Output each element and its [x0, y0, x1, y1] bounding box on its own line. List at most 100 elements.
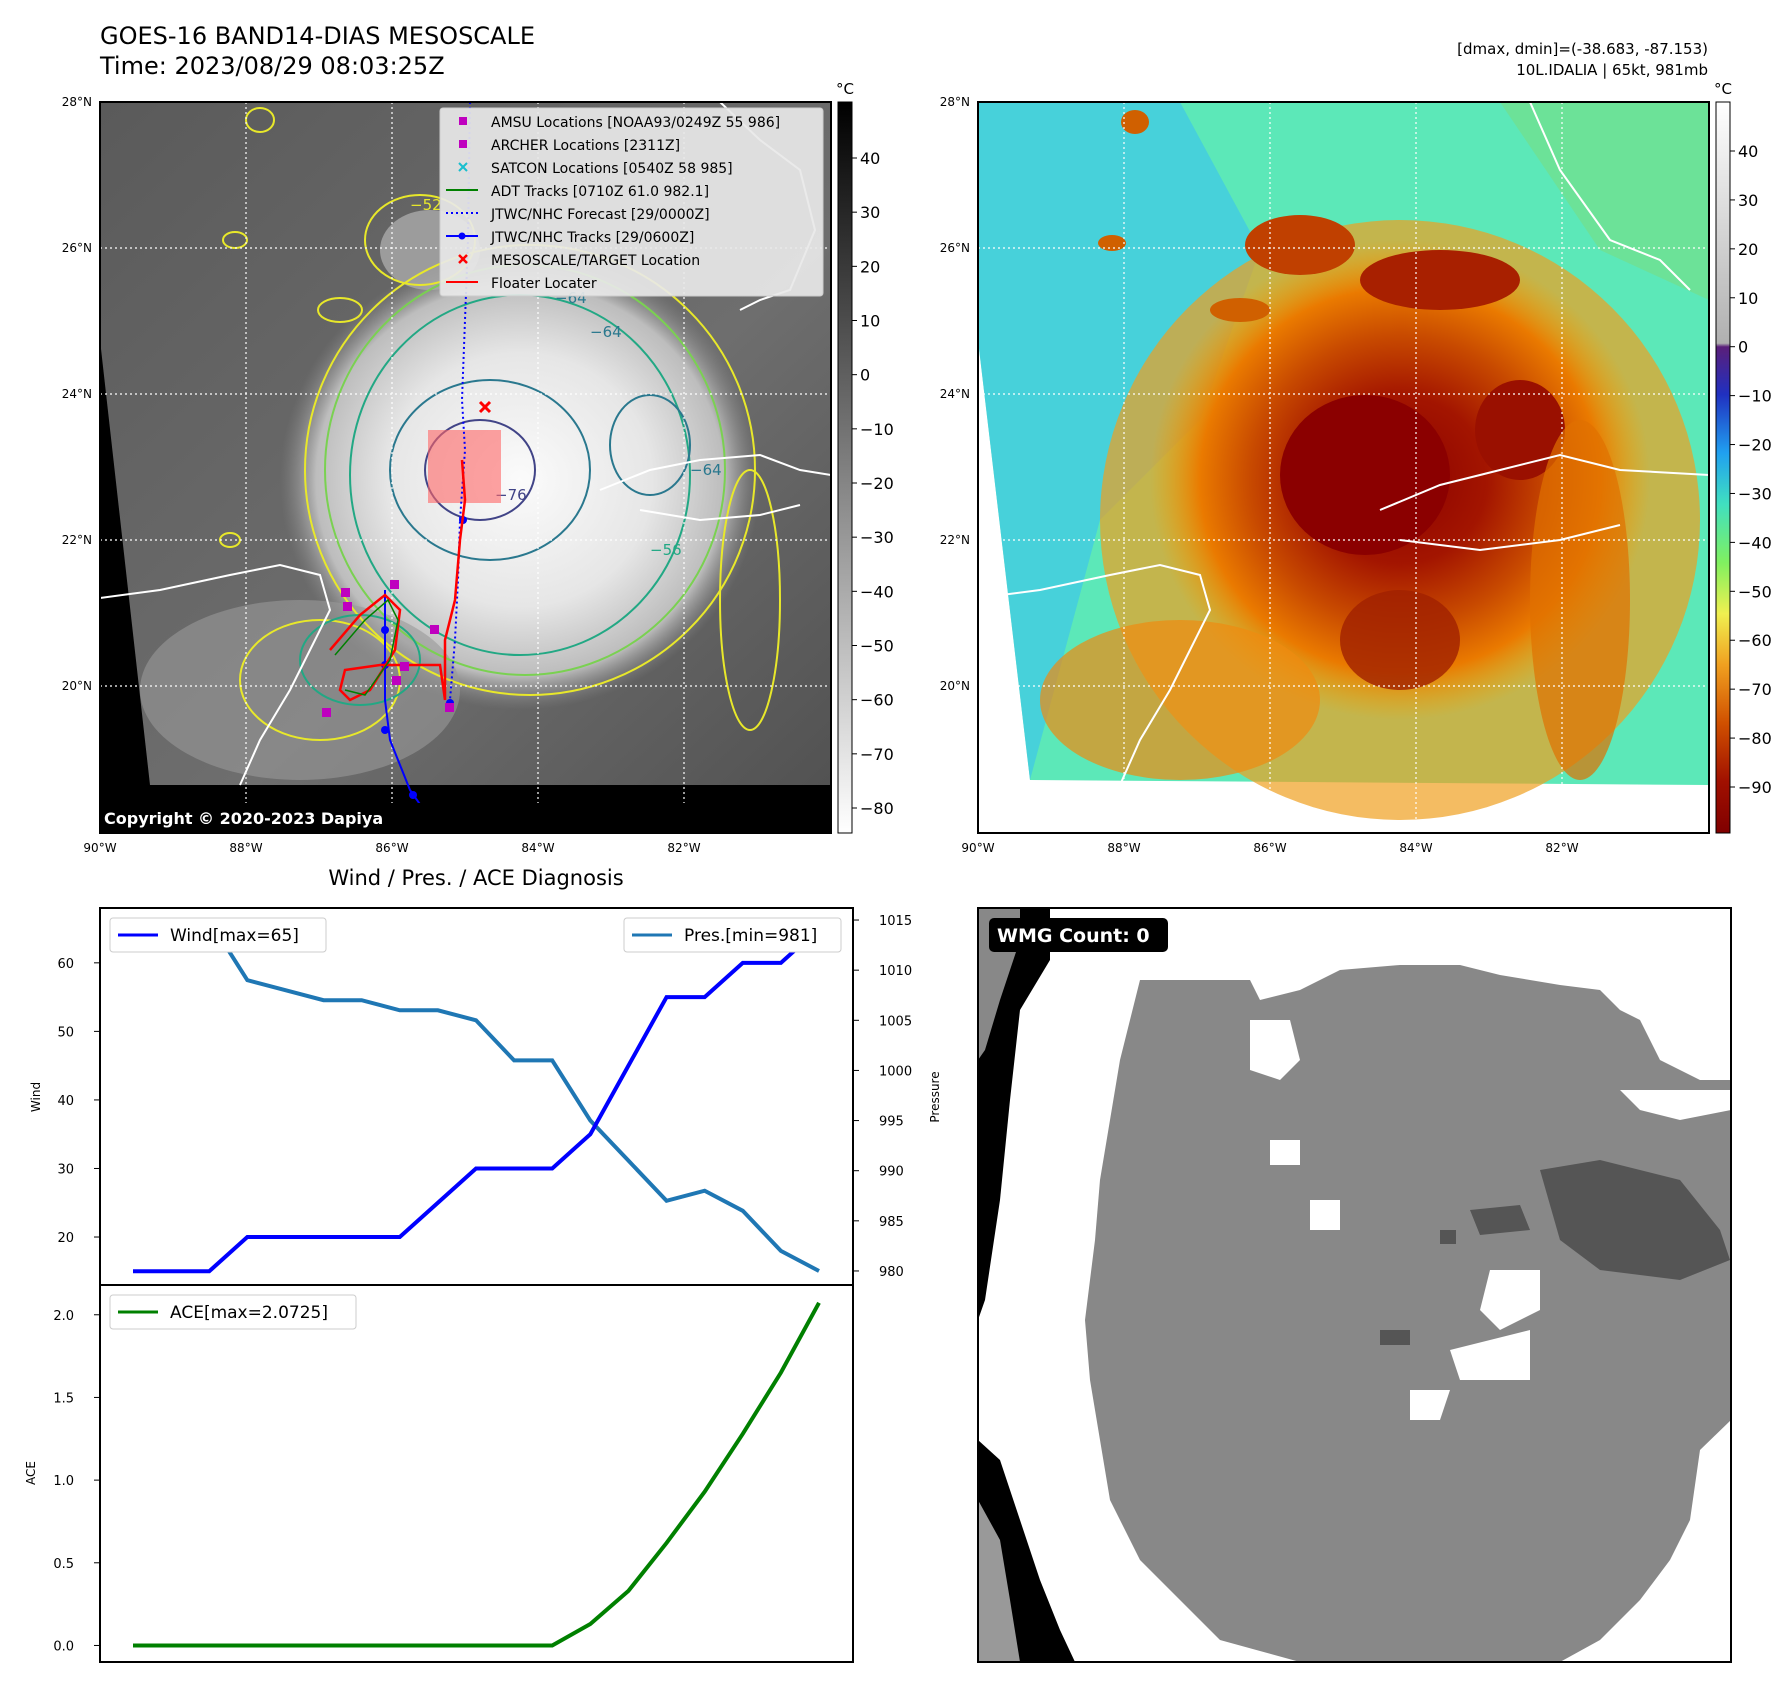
legend-box — [109, 917, 327, 953]
copyright-text: Copyright © 2020-2023 Dapiya — [104, 809, 383, 828]
wind-legend: Wind[max=65] — [109, 917, 327, 953]
lat-tick: 22°N — [62, 533, 92, 547]
adt-track — [334, 598, 399, 696]
legend-satcon-symbol — [458, 162, 468, 172]
coastline-cuba — [1379, 453, 1709, 511]
colorbar-tick-label: −50 — [860, 637, 894, 656]
legend-target-symbol — [458, 254, 468, 264]
wmg-panel: WMG Count: 0 — [977, 907, 1732, 1663]
ir-map-frame — [99, 101, 832, 834]
target-x-marker — [478, 400, 492, 414]
lat-tick: 20°N — [940, 679, 970, 693]
dias-colorbar — [1715, 101, 1731, 834]
colorbar-tick-label: 20 — [1738, 240, 1758, 259]
contour-label: −76 — [495, 486, 527, 504]
colorbar-tick-label: −90 — [1738, 778, 1772, 797]
wmg-white-hole — [1310, 1200, 1340, 1230]
dmax-dmin-label: [dmax, dmin]=(-38.683, -87.153) — [1457, 40, 1708, 58]
dias-cell — [1475, 380, 1565, 480]
dias-cell — [1340, 590, 1460, 690]
colorbar-tick-label: −40 — [860, 582, 894, 601]
ir-map-legend: AMSU Locations [NOAA93/0249Z 55 986] ARC… — [439, 107, 824, 297]
colorbar-tick-label: −40 — [1738, 533, 1772, 552]
contour-label: −64 — [690, 461, 722, 479]
wmg-count-label: WMG Count: 0 — [997, 925, 1150, 947]
figure-title: GOES-16 BAND14-DIAS MESOSCALE — [100, 22, 535, 50]
diagnosis-panel: Wind / Pres. / ACE Diagnosis Wind Pressu… — [24, 866, 942, 1663]
archer-marker — [400, 662, 409, 671]
dias-colorbar-unit: °C — [1714, 80, 1732, 98]
coastline-yucatan — [100, 563, 332, 786]
coastline-yucatan — [978, 563, 1212, 786]
contour — [317, 297, 363, 323]
legend-box — [623, 917, 842, 953]
contour — [245, 107, 275, 133]
ir-storm-cloud — [280, 250, 760, 710]
archer-marker — [322, 708, 331, 717]
legend-label-forecast: JTWC/NHC Forecast [29/0000Z] — [490, 207, 710, 223]
pressure-ytick-label: 995 — [879, 1115, 904, 1130]
legend-label-target: MESOSCALE/TARGET Location — [491, 253, 700, 269]
colorbar-tick-label: −70 — [860, 745, 894, 764]
colorbar-tick-label: −60 — [1738, 631, 1772, 650]
ir-colorbar — [837, 101, 853, 834]
ace-ytick-label: 2.0 — [53, 1309, 74, 1324]
wmg-edge-gray — [978, 1500, 1020, 1662]
lat-tick: 24°N — [62, 387, 92, 401]
colorbar-tick-label: 0 — [1738, 338, 1748, 357]
lat-tick: 26°N — [62, 241, 92, 255]
ace-ytick-label: 0.5 — [53, 1557, 74, 1572]
lat-tick: 28°N — [62, 95, 92, 109]
legend-label-jtwc: JTWC/NHC Tracks [29/0600Z] — [490, 230, 694, 246]
lat-tick: 24°N — [940, 387, 970, 401]
dias-cell — [1121, 110, 1149, 134]
floater-track — [329, 459, 467, 702]
legend-label-amsu: AMSU Locations [NOAA93/0249Z 55 986] — [491, 115, 780, 131]
archer-marker — [390, 580, 399, 589]
colorbar-tick-label: −20 — [1738, 436, 1772, 455]
dias-rainband — [1040, 620, 1320, 780]
wind-series-line — [133, 927, 821, 1274]
wind-ytick-label: 50 — [57, 1025, 74, 1040]
wmg-dark-cell — [1440, 1230, 1456, 1244]
wind-pres-axes — [99, 907, 854, 1286]
wmg-dark-region — [1540, 1160, 1730, 1280]
dias-cell — [1245, 215, 1355, 275]
track-point — [409, 791, 417, 799]
wind-ytick-label: 40 — [57, 1094, 74, 1109]
contour-label: −56 — [650, 541, 682, 559]
diagnosis-title: Wind / Pres. / ACE Diagnosis — [328, 866, 623, 890]
colorbar-tick-label: 30 — [1738, 191, 1758, 210]
pressure-ytick-label: 1010 — [879, 964, 912, 979]
time-series-marks: 20 30 40 50 60 980 985 990 995 1000 1005 1010 1015 0.… — [53, 914, 912, 1654]
pressure-legend: Pres.[min=981] — [623, 917, 842, 953]
wmg-white-hole — [1250, 1020, 1300, 1080]
legend-amsu-symbol — [459, 117, 467, 125]
pressure-ytick-label: 1015 — [879, 914, 912, 929]
dias-map-frame — [977, 101, 1710, 834]
colorbar-tick-label: −70 — [1738, 680, 1772, 699]
archer-marker — [341, 588, 350, 597]
copyright-bar — [100, 803, 831, 833]
figure-time: Time: 2023/08/29 08:03:25Z — [99, 52, 445, 80]
lat-tick: 26°N — [940, 241, 970, 255]
legend-jtwc-dot — [458, 232, 466, 240]
dias-map-panel: 28°N 26°N 24°N 22°N 20°N 90°W 88°W 86°W … — [940, 80, 1772, 855]
lat-tick: 20°N — [62, 679, 92, 693]
contour — [609, 394, 691, 496]
wmg-white-hole — [1410, 1390, 1450, 1420]
colorbar-tick-label: 0 — [860, 366, 870, 385]
coastline-florida — [1529, 102, 1691, 291]
colorbar-tick-label: −80 — [860, 799, 894, 818]
colorbar-tick-label: 30 — [860, 203, 880, 222]
pressure-ytick-label: 980 — [879, 1265, 904, 1280]
colorbar-tick-label: 20 — [860, 257, 880, 276]
wmg-white-hole — [1450, 1330, 1530, 1380]
contour-label: −64 — [590, 323, 622, 341]
contour — [424, 419, 536, 521]
coastline-cuba-south — [1399, 524, 1621, 552]
archer-marker — [343, 602, 352, 611]
dias-cell — [1210, 298, 1270, 322]
dias-cell — [1360, 250, 1520, 310]
